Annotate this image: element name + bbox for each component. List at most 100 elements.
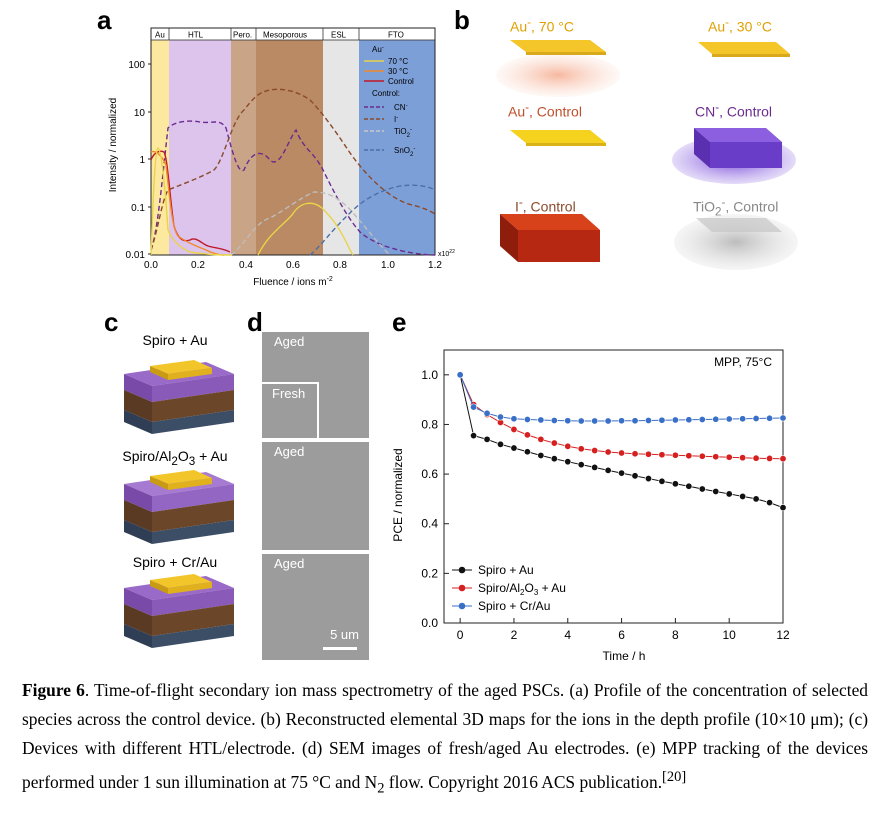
sup: - <box>527 16 532 29</box>
x-tick-0.2: 0.2 <box>191 260 205 271</box>
mpp-tracking-chart: 0 2 4 6 8 10 12 0.0 0.2 0.4 0.6 0.8 1.0 PCE / normal… <box>391 349 790 663</box>
elemental-3d-maps <box>496 40 798 270</box>
region-pero-bg <box>231 40 256 255</box>
data-point-s2 <box>752 414 760 422</box>
data-point-s1 <box>550 439 558 447</box>
y-tick-10: 10 <box>134 108 146 119</box>
sup: - <box>525 101 530 114</box>
x-tick-0.8: 0.8 <box>333 260 347 271</box>
map-label-au-70-text: Au <box>510 18 528 35</box>
legend-sno2: SnO2- <box>394 146 415 158</box>
data-point-s2 <box>591 417 599 425</box>
curve-au-30 <box>150 150 225 256</box>
main: TiO <box>693 198 716 215</box>
data-point-s0 <box>470 432 478 440</box>
map-tio2-control <box>674 214 798 270</box>
data-point-s0 <box>644 475 652 483</box>
y-tick-100: 100 <box>128 60 145 71</box>
data-point-s0 <box>577 461 585 469</box>
x-tick-1.2: 1.2 <box>428 260 442 271</box>
data-point-s2 <box>725 415 733 423</box>
map-au-70 <box>496 40 620 97</box>
post: + Au <box>195 448 228 464</box>
series-line-2 <box>459 374 784 422</box>
data-point-s1 <box>739 454 747 462</box>
data-point-s2 <box>510 415 518 423</box>
sup: - <box>721 196 726 209</box>
device-stack-3 <box>124 574 234 648</box>
data-point-s0 <box>497 440 505 448</box>
rest: , Control <box>725 198 779 215</box>
y-tick-0.01: 0.01 <box>126 250 146 261</box>
y-tick-label: 0.6 <box>421 467 438 481</box>
x-tick-label: 12 <box>776 628 790 642</box>
legend-e: Spiro + Au Spiro/Al2O3 + Au Spiro + Cr/A… <box>452 563 566 613</box>
region-label-pero: Pero. <box>233 31 252 40</box>
x-tick-label: 2 <box>511 628 518 642</box>
data-point-s0 <box>671 480 679 488</box>
data-point-s0 <box>631 472 639 480</box>
data-point-s1 <box>591 447 599 455</box>
data-point-s0 <box>523 448 531 456</box>
map-label-au-control: Au-, Control <box>508 101 582 120</box>
chart-annotation: MPP, 75°C <box>714 355 772 369</box>
x-tick-label: 10 <box>723 628 737 642</box>
device-stacks <box>124 360 234 648</box>
region-label-htl: HTL <box>188 31 204 40</box>
data-point-s1 <box>671 451 679 459</box>
sup: - <box>725 16 730 29</box>
x-axis-label-e: Time / h <box>603 649 646 663</box>
legend-au-70: 70 °C <box>388 57 408 66</box>
data-point-s0 <box>483 435 491 443</box>
sem-tag-aged-1: Aged <box>274 334 305 349</box>
x-tick-label: 4 <box>564 628 571 642</box>
sub: 2 <box>715 205 722 219</box>
y-axis: 100 10 1 0.1 0.01 <box>126 60 151 261</box>
mpp-plot: 0 2 4 6 8 10 12 0.0 0.2 0.4 0.6 0.8 1.0 <box>421 349 790 642</box>
legend-spiro-au: Spiro + Au <box>478 563 534 577</box>
data-point-s0 <box>658 477 666 485</box>
y-axis-label-e: PCE / normalized <box>391 448 405 541</box>
figure-caption: Figure 6. Time-of-flight secondary ion m… <box>22 676 868 803</box>
y-tick-label: 0.2 <box>421 566 438 580</box>
legend-au-30: 30 °C <box>388 67 408 76</box>
data-point-s1 <box>725 453 733 461</box>
y-tick-1: 1 <box>139 155 145 166</box>
sub1: 2 <box>171 454 178 468</box>
caption-text-2: flow. Copyright 2016 ACS publication. <box>384 771 663 792</box>
region-esl-bg <box>323 40 359 255</box>
panel-label-a: a <box>97 5 112 35</box>
region-label-esl: ESL <box>331 31 347 40</box>
sem-tag-fresh: Fresh <box>272 386 306 401</box>
data-point-s0 <box>766 499 774 507</box>
device-stack-1 <box>124 360 234 434</box>
x-tick-label: 0 <box>457 628 464 642</box>
rest: , Control <box>529 103 582 120</box>
y-axis-label: Intensity / normalized <box>108 98 119 193</box>
data-point-s1 <box>644 450 652 458</box>
data-point-s0 <box>564 458 572 466</box>
device-label-spiro-au: Spiro + Au <box>142 332 208 348</box>
data-point-s0 <box>618 469 626 477</box>
rest: , 30 °C <box>729 18 772 35</box>
device-stack-2 <box>124 470 234 544</box>
panel-label-d: d <box>247 307 263 337</box>
rest: , 70 °C <box>531 18 574 35</box>
map-i-control <box>500 214 600 262</box>
data-point-s2 <box>523 415 531 423</box>
data-point-s2 <box>766 414 774 422</box>
rest: , Control <box>522 198 576 215</box>
region-label-mesoporous: Mesoporous <box>263 31 307 40</box>
caption-ref: [20] <box>662 769 687 785</box>
mid: O <box>177 448 189 464</box>
region-htl-bg <box>169 40 231 255</box>
x-tick-0.6: 0.6 <box>286 260 300 271</box>
main: CN <box>695 103 716 120</box>
data-point-s0 <box>550 455 558 463</box>
sem-image-3: Aged 5 um <box>262 554 369 660</box>
map-label-cn-control: CN-, Control <box>695 101 772 120</box>
data-point-s2 <box>564 417 572 425</box>
data-point-s0 <box>739 492 747 500</box>
curve-au-70 <box>150 147 354 256</box>
legend-tio2: TiO2- <box>394 127 412 139</box>
